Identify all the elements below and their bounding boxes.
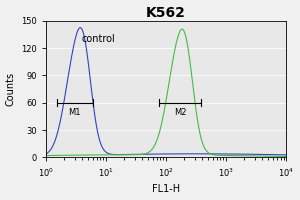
Text: M1: M1 — [68, 108, 81, 117]
Text: M2: M2 — [174, 108, 186, 117]
Text: control: control — [82, 34, 116, 44]
X-axis label: FL1-H: FL1-H — [152, 184, 180, 194]
Title: K562: K562 — [146, 6, 186, 20]
Y-axis label: Counts: Counts — [6, 72, 16, 106]
